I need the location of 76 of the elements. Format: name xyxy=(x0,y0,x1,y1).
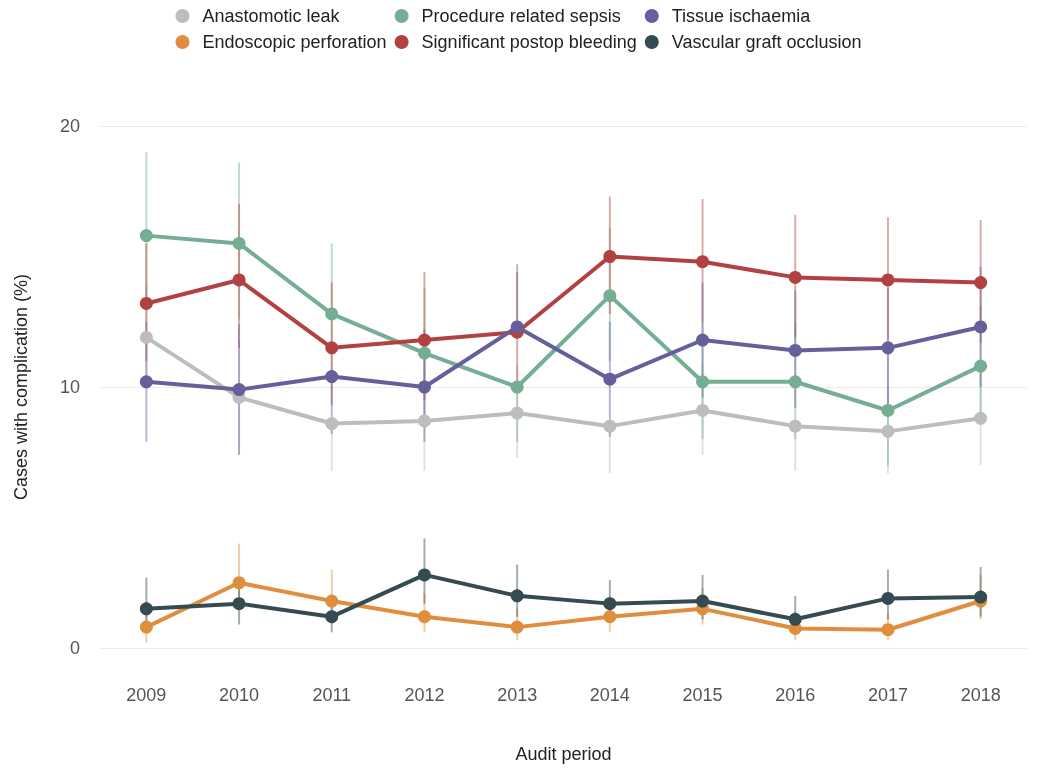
point xyxy=(139,602,153,616)
point xyxy=(696,333,710,347)
point xyxy=(881,403,895,417)
point xyxy=(417,333,431,347)
point xyxy=(603,289,617,303)
point xyxy=(603,610,617,624)
point xyxy=(603,250,617,263)
point xyxy=(139,296,153,310)
point xyxy=(139,375,153,389)
x-tick-label: 2013 xyxy=(497,685,538,705)
point xyxy=(788,270,802,284)
point xyxy=(974,359,988,373)
legend-label: Procedure related sepsis xyxy=(421,6,621,26)
point xyxy=(510,589,524,603)
point xyxy=(325,594,339,608)
point xyxy=(696,255,710,269)
point xyxy=(881,341,895,355)
point xyxy=(603,419,617,433)
point xyxy=(417,380,431,394)
point xyxy=(510,620,524,634)
x-tick-label: 2010 xyxy=(219,685,260,705)
x-tick-label: 2011 xyxy=(312,685,352,705)
point xyxy=(417,346,431,360)
point xyxy=(510,320,524,334)
point xyxy=(696,403,710,417)
y-axis-title: Cases with complication (%) xyxy=(11,273,31,501)
point xyxy=(417,568,431,582)
point xyxy=(974,590,988,604)
point xyxy=(696,375,710,389)
legend-label: Tissue ischaemia xyxy=(671,6,812,26)
point xyxy=(232,273,246,287)
point xyxy=(417,414,431,428)
point xyxy=(325,610,339,624)
point xyxy=(510,380,524,394)
x-tick-label: 2017 xyxy=(867,685,908,705)
point xyxy=(788,419,802,433)
point xyxy=(139,229,153,243)
point xyxy=(603,597,617,611)
point xyxy=(325,417,339,431)
point xyxy=(232,236,246,250)
point xyxy=(325,370,339,384)
y-tick-label: 20 xyxy=(59,116,80,136)
point xyxy=(974,411,988,425)
legend-label: Vascular graft occlusion xyxy=(671,32,862,52)
point xyxy=(974,320,988,334)
x-tick-label: 2016 xyxy=(775,685,816,705)
point xyxy=(788,343,802,357)
x-axis-title: Audit period xyxy=(515,744,612,764)
x-tick-label: 2014 xyxy=(589,685,630,705)
legend-label: Anastomotic leak xyxy=(202,6,341,26)
point xyxy=(510,406,524,420)
point xyxy=(232,597,246,611)
point xyxy=(603,372,617,386)
point xyxy=(788,612,802,626)
x-tick-label: 2018 xyxy=(960,685,1001,705)
point xyxy=(232,576,246,590)
x-tick-label: 2015 xyxy=(682,685,723,705)
y-tick-label: 0 xyxy=(69,638,80,658)
point xyxy=(788,375,802,389)
point xyxy=(139,620,153,634)
point xyxy=(232,383,246,397)
point xyxy=(974,276,988,290)
point xyxy=(881,424,895,438)
y-tick-label: 10 xyxy=(59,377,80,397)
legend-label: Significant postop bleeding xyxy=(421,32,637,52)
point xyxy=(417,610,431,624)
point xyxy=(325,307,339,321)
point xyxy=(881,623,895,637)
x-tick-label: 2009 xyxy=(126,685,167,705)
x-tick-label: 2012 xyxy=(404,685,445,705)
point xyxy=(881,273,895,287)
point xyxy=(139,330,153,344)
point xyxy=(881,591,895,605)
legend-label: Endoscopic perforation xyxy=(202,32,387,52)
point xyxy=(325,341,339,355)
point xyxy=(696,594,710,608)
